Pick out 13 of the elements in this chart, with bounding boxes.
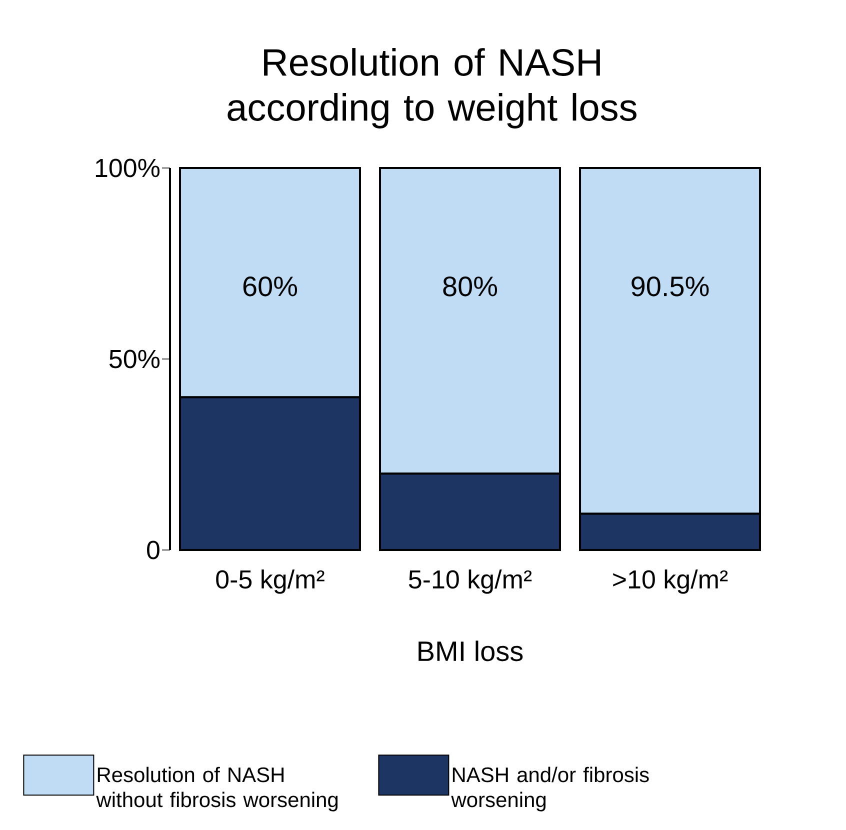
x-axis-title: BMI loss — [418, 640, 523, 662]
legend-label: Resolution of NASH without fibrosis worsening — [96, 766, 338, 812]
x-tick-label: 5-10 kg/m² — [408, 570, 532, 594]
data-label: 60% — [243, 276, 298, 296]
x-tick-label: >10 kg/m² — [613, 570, 728, 594]
y-tick-label: 0 — [147, 540, 160, 560]
legend-label: NASH and/or fibrosis worsening — [451, 766, 649, 812]
x-tick-label: 0-5 kg/m² — [216, 570, 324, 594]
y-tick-label: 100% — [96, 158, 160, 178]
data-label: 90.5% — [632, 276, 709, 296]
chart-title: Resolution of NASH according to weight loss — [228, 48, 636, 128]
y-tick-label: 50% — [109, 350, 160, 368]
data-label: 80% — [443, 276, 498, 296]
